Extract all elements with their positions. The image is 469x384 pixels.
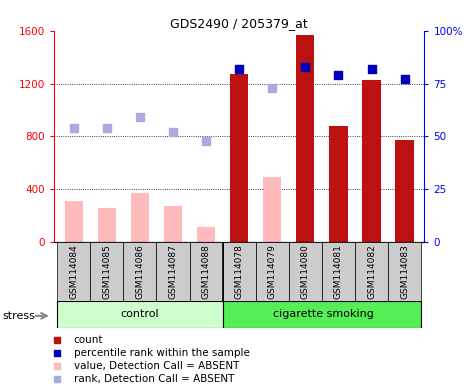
Bar (91, 242, 123, 301)
Text: GSM114086: GSM114086 (136, 244, 144, 299)
Text: GSM114078: GSM114078 (234, 244, 244, 299)
Bar (355, 242, 388, 301)
Point (401, 76, 408, 83)
Bar (57, 242, 91, 301)
Text: GSM114084: GSM114084 (69, 244, 78, 299)
Bar (230, 74, 248, 242)
Text: percentile rank within the sample: percentile rank within the sample (74, 348, 250, 358)
Bar (123, 242, 157, 301)
Text: GSM114083: GSM114083 (400, 244, 409, 299)
Bar (197, 227, 215, 242)
Bar (363, 79, 381, 242)
Text: GSM114085: GSM114085 (102, 244, 111, 299)
Text: cigarette smoking: cigarette smoking (273, 310, 374, 319)
Text: GSM114082: GSM114082 (367, 244, 376, 299)
Point (136, 114, 144, 121)
Bar (322, 242, 355, 301)
Bar (223, 301, 421, 328)
Bar (157, 242, 189, 301)
Text: stress: stress (2, 311, 35, 321)
Bar (131, 193, 149, 242)
Text: GSM114081: GSM114081 (334, 244, 343, 299)
Point (302, 64, 309, 70)
Bar (189, 242, 223, 301)
Text: GSM114079: GSM114079 (268, 244, 277, 299)
Bar (388, 242, 421, 301)
Point (368, 66, 375, 72)
Point (103, 125, 111, 131)
Bar (98, 208, 116, 242)
Bar (329, 126, 348, 242)
Bar (57, 301, 223, 328)
Text: GSM114088: GSM114088 (202, 244, 211, 299)
Point (53, 337, 61, 343)
Text: GSM114087: GSM114087 (168, 244, 178, 299)
Bar (289, 242, 322, 301)
Point (335, 72, 342, 78)
Text: rank, Detection Call = ABSENT: rank, Detection Call = ABSENT (74, 374, 234, 384)
Text: value, Detection Call = ABSENT: value, Detection Call = ABSENT (74, 361, 239, 371)
Bar (223, 242, 256, 301)
Point (53, 362, 61, 369)
Bar (296, 35, 314, 242)
Text: control: control (121, 310, 159, 319)
Point (169, 129, 177, 135)
Bar (263, 177, 281, 242)
Point (53, 350, 61, 356)
Bar (395, 140, 414, 242)
Point (202, 137, 210, 144)
Bar (164, 206, 182, 242)
Point (269, 85, 276, 91)
Text: GSM114080: GSM114080 (301, 244, 310, 299)
Bar (65, 201, 83, 242)
Point (53, 376, 61, 382)
Bar (256, 242, 289, 301)
Text: count: count (74, 335, 103, 345)
Title: GDS2490 / 205379_at: GDS2490 / 205379_at (170, 17, 308, 30)
Point (70, 125, 77, 131)
Point (235, 66, 243, 72)
